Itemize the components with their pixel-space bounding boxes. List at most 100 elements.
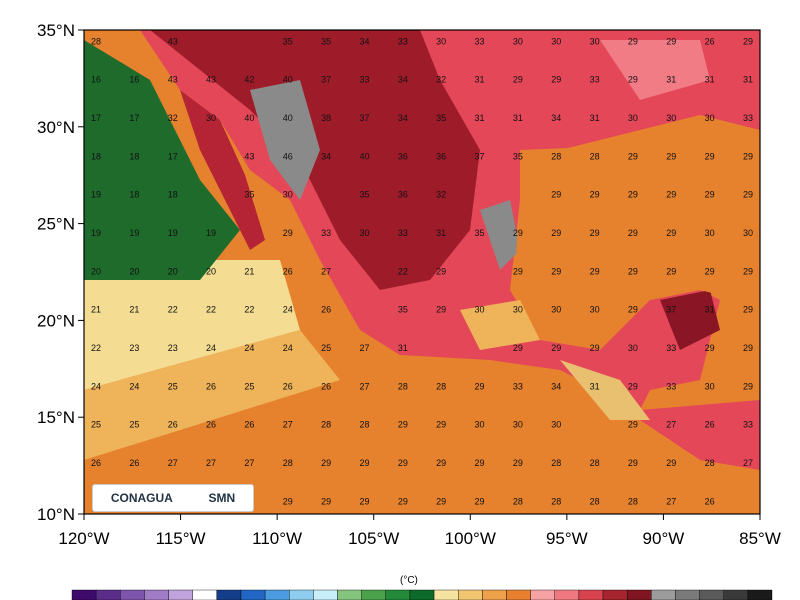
grid-value: 40 xyxy=(244,113,254,123)
grid-value: 28 xyxy=(283,458,293,468)
grid-value: 32 xyxy=(168,113,178,123)
colorbar-swatch xyxy=(482,589,507,600)
grid-value: 29 xyxy=(551,190,561,200)
grid-value: 29 xyxy=(628,381,638,391)
lat-tick-label: 20°N xyxy=(37,311,75,330)
grid-value: 23 xyxy=(168,343,178,353)
grid-value: 29 xyxy=(666,36,676,46)
grid-value: 27 xyxy=(666,420,676,430)
grid-value: 29 xyxy=(551,266,561,276)
grid-value: 25 xyxy=(168,381,178,391)
colorbar-swatch xyxy=(651,589,676,600)
grid-value: 26 xyxy=(283,266,293,276)
grid-value: 30 xyxy=(513,305,523,315)
colorbar-swatch xyxy=(216,589,242,600)
grid-value: 30 xyxy=(513,420,523,430)
grid-value: 31 xyxy=(475,113,485,123)
lon-tick-label: 115°W xyxy=(156,529,206,548)
colorbar-swatch xyxy=(675,589,700,600)
grid-value: 28 xyxy=(359,420,369,430)
grid-value: 29 xyxy=(475,458,485,468)
grid-value: 23 xyxy=(129,343,139,353)
highland-mild xyxy=(460,300,540,350)
grid-value: 20 xyxy=(129,266,139,276)
grid-value: 29 xyxy=(513,228,523,238)
grid-value: 29 xyxy=(705,343,715,353)
grid-value: 19 xyxy=(129,228,139,238)
grid-value: 30 xyxy=(666,113,676,123)
grid-value: 29 xyxy=(628,458,638,468)
grid-value: 46 xyxy=(283,151,293,161)
colorbar-swatch xyxy=(409,589,435,600)
colorbar-swatch xyxy=(626,589,652,600)
grid-value: 19 xyxy=(168,228,178,238)
grid-value: 19 xyxy=(91,190,101,200)
grid-value: 36 xyxy=(398,151,408,161)
grid-value: 34 xyxy=(551,113,561,123)
grid-value: 28 xyxy=(590,496,600,506)
lon-tick-label: 95°W xyxy=(546,529,588,548)
colorbar xyxy=(71,589,773,600)
grid-value: 35 xyxy=(359,190,369,200)
colorbar-swatch xyxy=(95,589,121,600)
grid-value: 43 xyxy=(168,36,178,46)
grid-value: 19 xyxy=(206,228,216,238)
grid-value: 37 xyxy=(359,113,369,123)
grid-value: 27 xyxy=(359,343,369,353)
grid-value: 36 xyxy=(398,190,408,200)
colorbar-swatch xyxy=(168,589,193,600)
grid-value: 30 xyxy=(590,36,600,46)
grid-value: 29 xyxy=(743,36,753,46)
grid-value: 24 xyxy=(91,381,101,391)
grid-value: 43 xyxy=(206,75,216,85)
lon-tick-label: 85°W xyxy=(739,529,781,548)
colorbar-swatch xyxy=(602,589,628,600)
grid-value: 24 xyxy=(244,343,254,353)
grid-value: 27 xyxy=(283,420,293,430)
grid-value: 29 xyxy=(666,458,676,468)
grid-value: 17 xyxy=(129,113,139,123)
smn-logo: SMN xyxy=(208,491,236,505)
grid-value: 28 xyxy=(590,151,600,161)
grid-value: 31 xyxy=(705,305,715,315)
grid-value: 31 xyxy=(743,75,753,85)
colorbar-swatch xyxy=(71,589,97,600)
grid-value: 26 xyxy=(91,458,101,468)
texas-warm xyxy=(600,40,710,100)
grid-value: 30 xyxy=(590,305,600,315)
lat-tick-label: 15°N xyxy=(37,408,75,427)
conagua-logo: CONAGUA xyxy=(110,491,173,505)
colorbar-swatch xyxy=(361,589,386,600)
grid-value: 30 xyxy=(551,420,561,430)
grid-value: 35 xyxy=(436,113,446,123)
grid-value: 30 xyxy=(436,36,446,46)
grid-value: 30 xyxy=(513,36,523,46)
grid-value: 29 xyxy=(398,496,408,506)
lon-tick-label: 105°W xyxy=(348,529,399,548)
baja-peninsula xyxy=(180,90,265,250)
grid-value: 31 xyxy=(666,75,676,85)
grid-value: 30 xyxy=(705,113,715,123)
grid-value: 29 xyxy=(436,266,446,276)
grid-value: 33 xyxy=(513,381,523,391)
latitude-ticks: 35°N 30°N 25°N 20°N 15°N 10°N xyxy=(37,21,84,524)
grid-value: 32 xyxy=(436,75,446,85)
grid-value: 33 xyxy=(359,75,369,85)
grid-value: 28 xyxy=(91,36,101,46)
grid-value: 26 xyxy=(321,381,331,391)
grid-value: 42 xyxy=(244,75,254,85)
colorbar-swatch xyxy=(554,589,580,600)
grid-value: 33 xyxy=(321,228,331,238)
grid-value: 22 xyxy=(398,266,408,276)
grid-value: 29 xyxy=(628,228,638,238)
mild-water-band xyxy=(84,330,340,460)
grid-value: 29 xyxy=(628,420,638,430)
grid-value: 31 xyxy=(436,228,446,238)
grid-value: 31 xyxy=(513,113,523,123)
lon-tick-label: 120°W xyxy=(58,529,109,548)
grid-value: 29 xyxy=(513,343,523,353)
grid-value: 29 xyxy=(398,420,408,430)
grid-value: 27 xyxy=(321,266,331,276)
grid-value: 35 xyxy=(398,305,408,315)
